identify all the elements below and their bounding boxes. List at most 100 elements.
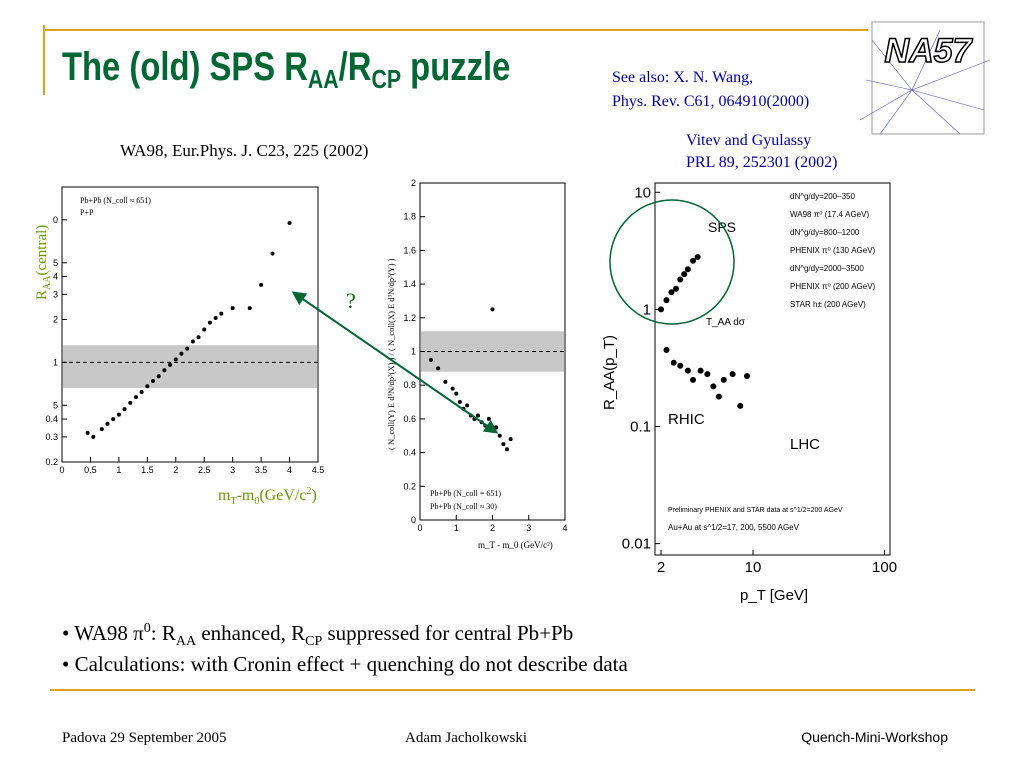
y-tick-label: 5 [53,258,58,268]
y-tick-label: 1 [53,357,58,367]
data-point [162,368,167,373]
y-tick-label: 0.8 [403,380,416,390]
y-tick-label: 1.2 [403,313,416,323]
legend-entry: dN^g/dy=200–350 [790,192,855,201]
data-point [677,276,684,283]
data-point [490,307,495,312]
plot-label: T_AA dσ [706,317,746,328]
y-tick-label: 0 [53,215,58,225]
x-tick-label: 1.5 [141,465,154,475]
logo-frame [871,21,985,135]
title: The (old) SPS RAA/RCP puzzle [62,44,510,95]
data-point [465,403,470,408]
data-point [677,362,684,369]
footer-left: Padova 29 September 2005 [62,730,227,746]
data-point [486,416,491,421]
y-tick-label: 0.6 [403,414,416,424]
footer-center: Adam Jacholkowski [405,730,527,746]
data-point [505,447,509,452]
legend-entry: WA98 π⁰ (17.4 AGeV) [790,210,869,219]
x-tick-label: 2 [173,465,178,475]
data-point [111,417,116,422]
data-point [436,366,441,371]
x-axis-label: m_T - m_0 (GeV/c²) [478,540,553,550]
plot-note: Preliminary PHENIX and STAR data at s^1/… [668,507,843,514]
data-point [729,371,736,378]
data-point [508,437,513,442]
y-axis-label: ( N_coll(Y) E d³N/dp³(X) ) / ( N_coll(X)… [386,258,396,450]
y-tick-label: 10 [634,184,651,201]
y-tick-label: 2 [411,178,416,188]
legend-entry: dN^g/dy=800–1200 [790,228,860,237]
reference: WA98, Eur.Phys. J. C23, 225 (2002) [120,141,368,160]
legend-entry: STAR h± (200 AGeV) [790,300,866,309]
y-tick-label: 1.6 [403,245,416,255]
y-tick-label: 0.2 [403,481,416,491]
data-point [450,386,455,391]
x-tick-label: 2.5 [198,465,211,475]
legend-entry: P+P [80,208,94,217]
axis-annotation: mT-m0(GeV/c2) [218,486,317,507]
data-point [128,400,133,405]
plot-note: Au+Au at s^1/2=17, 200, 5500 AGeV [668,523,800,532]
data-point [270,251,275,256]
data-point [133,395,138,400]
data-point [259,282,264,287]
data-point [681,271,688,278]
x-axis-label: p_T [GeV] [740,587,808,604]
x-tick-label: 10 [745,559,762,576]
plot-label: SPS [708,219,736,235]
data-point [658,306,665,313]
logo-tracks [859,29,991,135]
x-tick-label: 0.5 [84,465,97,475]
y-tick-label: 1.4 [403,279,416,289]
bullet: • Calculations: with Cronin effect + que… [62,652,629,676]
x-tick-label: 1 [116,465,121,475]
x-tick-label: 4 [562,523,567,533]
annotation: ? [346,288,356,313]
reference: PRL 89, 252301 (2002) [686,154,837,171]
data-point [684,367,691,374]
data-point [494,425,499,430]
data-point [219,311,224,316]
data-point [99,427,104,432]
data-point [230,306,235,311]
data-point [190,339,195,344]
y-tick-label: 0 [411,515,416,525]
x-tick-label: 0 [59,465,64,475]
data-point [670,359,677,366]
x-tick-label: 1 [454,523,459,533]
legend-entry: PHENIX π⁰ (200 AGeV) [790,282,876,291]
data-point [91,434,96,439]
data-point [139,389,144,394]
data-point [168,362,173,367]
data-point [689,376,696,383]
logo: NA57 [859,21,991,135]
x-tick-label: 3 [230,465,235,475]
data-point [663,347,670,354]
band [63,345,317,389]
x-tick-label: 3 [526,523,531,533]
data-point [684,266,691,273]
data-point [743,373,750,380]
y-tick-label: 0.4 [45,414,58,424]
x-tick-label: 2 [657,559,665,576]
y-tick-label: 3 [53,289,58,299]
data-point [497,433,502,438]
data-point [737,402,744,409]
data-point [715,393,722,400]
y-tick-label: 0.3 [45,432,58,442]
reference: Phys. Rev. C61, 064910(2000) [612,93,809,110]
data-point [85,430,90,435]
data-point [156,374,161,379]
data-point [697,367,704,374]
data-point [151,379,156,384]
data-point [689,257,696,264]
data-point [202,327,207,332]
data-point [443,379,448,384]
y-tick-label: 5 [53,400,58,410]
legend-entry: Pb+Pb (N_coll = 651) [430,489,501,498]
data-point [428,357,433,362]
data-point [116,412,121,417]
data-point [457,400,462,405]
